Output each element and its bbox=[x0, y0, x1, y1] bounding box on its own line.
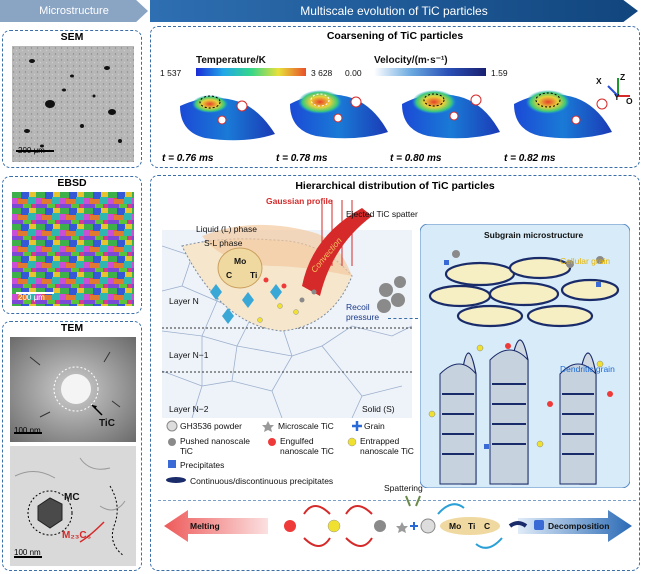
ebsd-title: EBSD bbox=[57, 177, 87, 189]
solid-label: Solid (S) bbox=[362, 404, 395, 414]
axis-o-label: O bbox=[626, 96, 633, 106]
legend-precipitates: Precipitates bbox=[180, 460, 225, 470]
tem-scale1-label: 100 nm bbox=[14, 426, 41, 435]
snapshot-3 bbox=[402, 90, 500, 139]
tem-tic-label: TiC bbox=[99, 418, 115, 429]
legend-pushed: Pushed nanoscale TiC bbox=[180, 436, 250, 456]
link-arrow bbox=[388, 318, 418, 319]
velocity-label: Velocity/(m·s⁻¹) bbox=[374, 55, 448, 66]
legend-icons bbox=[166, 420, 362, 483]
process-flow bbox=[164, 495, 632, 549]
sl-label: S-L phase bbox=[204, 238, 243, 248]
tem-title: TEM bbox=[60, 322, 84, 334]
tem-image-2 bbox=[10, 446, 136, 566]
axes-triad-icon bbox=[607, 78, 630, 97]
subgrain-panel-image bbox=[420, 224, 630, 488]
decomposition-label: Decomposition bbox=[548, 521, 610, 531]
time-label-1: t = 0.76 ms bbox=[162, 153, 214, 164]
melt-pool-schematic bbox=[162, 200, 412, 418]
snapshot-1 bbox=[180, 95, 275, 141]
melt-pool-snapshots bbox=[180, 90, 612, 141]
melting-label: Melting bbox=[190, 521, 220, 531]
layer-n-label: Layer N bbox=[169, 296, 199, 306]
dendritic-label: Dendritic grain bbox=[560, 364, 615, 374]
temperature-label: Temperature/K bbox=[196, 55, 266, 66]
legend-microscale: Microscale TiC bbox=[278, 421, 334, 431]
ebsd-scale-label: 200 μm bbox=[18, 293, 45, 302]
tem-panel bbox=[2, 321, 142, 571]
ebsd-image bbox=[12, 192, 134, 306]
time-label-4: t = 0.82 ms bbox=[504, 153, 556, 164]
tem-image-1 bbox=[10, 337, 136, 442]
axis-x-label: X bbox=[596, 76, 602, 86]
axis-z-label: Z bbox=[620, 72, 626, 82]
legend-engulfed: Engulfed nanoscale TiC bbox=[280, 436, 334, 456]
velocity-colorbar bbox=[374, 68, 486, 76]
cellular-label: Cellular grain bbox=[560, 256, 611, 266]
ejected-label: Ejected TiC spatter bbox=[346, 209, 418, 219]
spattering-label: Spattering bbox=[384, 483, 423, 493]
tem-m23c6-label: M₂₃C₆ bbox=[62, 530, 92, 541]
multiscale-banner: Multiscale evolution of TiC particles bbox=[150, 0, 638, 22]
legend-powder: GH3536 powder bbox=[180, 421, 242, 431]
tem-scale2-label: 100 nm bbox=[14, 548, 41, 557]
recoil-label: Recoil pressure bbox=[346, 302, 380, 322]
legend-grain: Grain bbox=[364, 421, 385, 431]
axis-y-label: Y bbox=[614, 92, 620, 102]
microstructure-banner: Microstructure bbox=[0, 0, 148, 22]
ebsd-panel bbox=[2, 176, 142, 314]
sem-image bbox=[12, 46, 134, 162]
sem-title: SEM bbox=[60, 31, 84, 43]
velocity-max: 1.59 bbox=[491, 68, 508, 78]
c-label: C bbox=[226, 270, 233, 280]
ti-label: Ti bbox=[250, 270, 258, 280]
time-label-2: t = 0.78 ms bbox=[276, 153, 328, 164]
sem-scale-label: 200 μm bbox=[18, 146, 45, 155]
snapshot-4 bbox=[514, 90, 612, 139]
legend-entrapped: Entrapped nanoscale TiC bbox=[360, 436, 414, 456]
process-ti-label: Ti bbox=[468, 521, 476, 531]
temperature-min: 1 537 bbox=[160, 68, 182, 78]
liquid-label: Liquid (L) phase bbox=[196, 224, 257, 234]
layer-n2-label: Layer N−2 bbox=[169, 404, 209, 414]
process-mo-label: Mo bbox=[449, 521, 462, 531]
process-c-label: C bbox=[484, 521, 491, 531]
snapshot-2 bbox=[290, 90, 388, 139]
time-label-3: t = 0.80 ms bbox=[390, 153, 442, 164]
subgrain-label: Subgrain microstructure bbox=[484, 230, 584, 240]
layer-n1-label: Layer N−1 bbox=[169, 350, 209, 360]
legend-continuous: Continuous/discontinuous precipitates bbox=[190, 476, 334, 486]
hierarchical-title: Hierarchical distribution of TiC particl… bbox=[295, 180, 495, 192]
mo-label: Mo bbox=[234, 256, 247, 266]
process-divider bbox=[158, 500, 636, 501]
temperature-max: 3 628 bbox=[311, 68, 333, 78]
coarsening-title: Coarsening of TiC particles bbox=[326, 30, 464, 42]
velocity-min: 0.00 bbox=[345, 68, 362, 78]
hierarchical-panel bbox=[150, 175, 640, 571]
temperature-colorbar bbox=[196, 68, 306, 76]
tem-mc-label: MC bbox=[64, 492, 80, 503]
sem-panel bbox=[2, 30, 142, 168]
coarsening-panel bbox=[150, 26, 640, 168]
gaussian-label: Gaussian profile bbox=[266, 196, 333, 206]
